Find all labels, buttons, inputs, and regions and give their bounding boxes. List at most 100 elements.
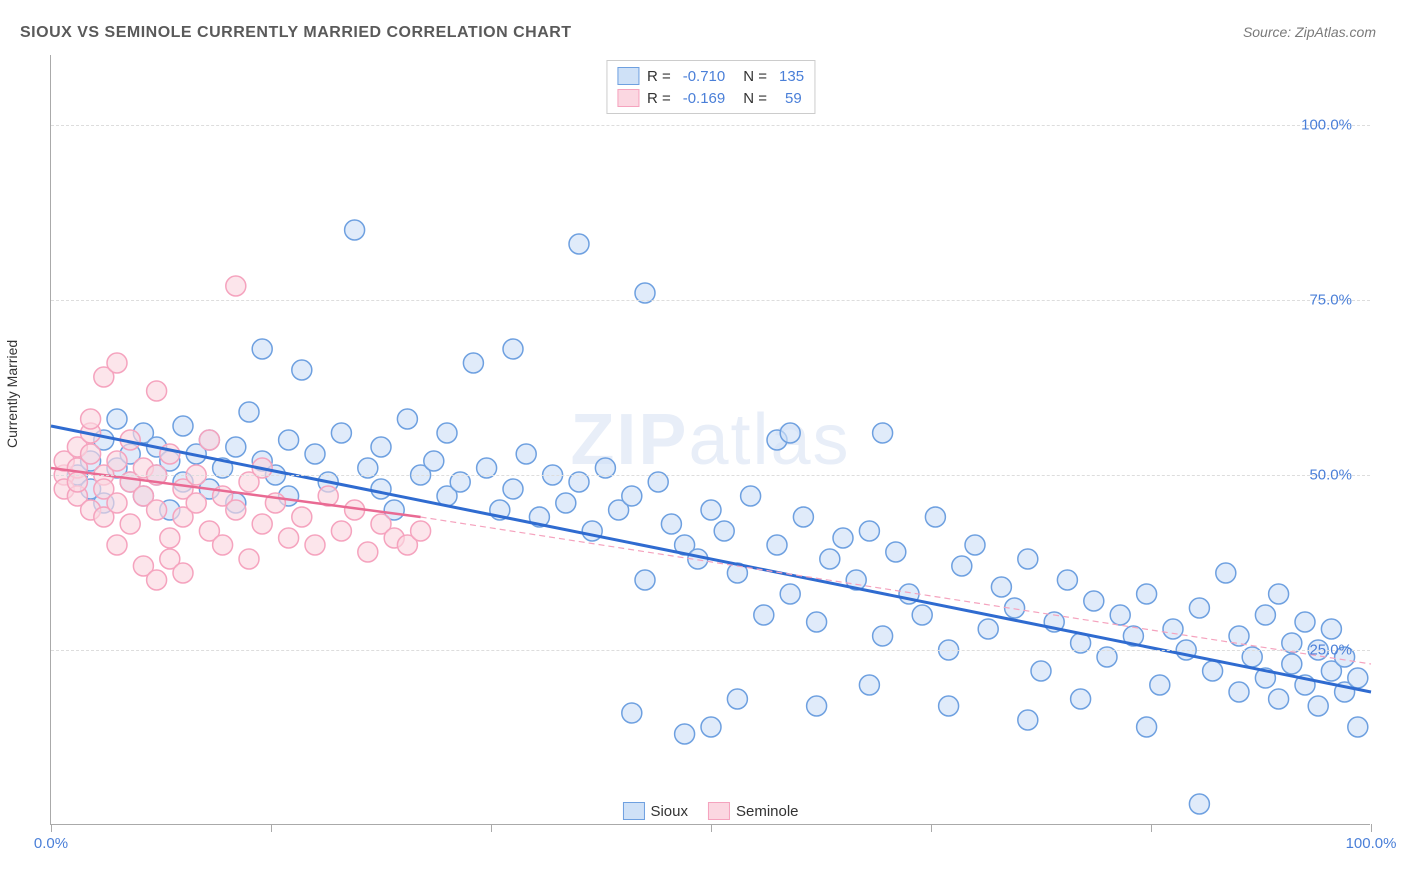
data-point-sioux xyxy=(226,437,246,457)
chart-title: SIOUX VS SEMINOLE CURRENTLY MARRIED CORR… xyxy=(20,24,572,42)
data-point-sioux xyxy=(1189,598,1209,618)
data-point-sioux xyxy=(331,423,351,443)
data-point-seminole xyxy=(107,493,127,513)
data-point-sioux xyxy=(859,521,879,541)
data-point-sioux xyxy=(741,486,761,506)
y-tick-label: 75.0% xyxy=(1309,292,1352,309)
data-point-seminole xyxy=(147,381,167,401)
x-tick xyxy=(711,824,712,832)
data-point-sioux xyxy=(292,360,312,380)
data-point-sioux xyxy=(807,612,827,632)
data-point-sioux xyxy=(675,724,695,744)
data-point-sioux xyxy=(886,542,906,562)
sioux-r-value: -0.710 xyxy=(683,68,726,85)
data-point-sioux xyxy=(503,479,523,499)
data-point-sioux xyxy=(239,402,259,422)
data-point-sioux xyxy=(556,493,576,513)
data-point-sioux xyxy=(991,577,1011,597)
gridline xyxy=(51,300,1370,301)
sioux-label: Sioux xyxy=(650,803,688,820)
swatch-sioux xyxy=(617,67,639,85)
data-point-sioux xyxy=(793,507,813,527)
data-point-sioux xyxy=(807,696,827,716)
data-point-seminole xyxy=(120,514,140,534)
data-point-seminole xyxy=(358,542,378,562)
series-legend: Sioux Seminole xyxy=(622,802,798,820)
x-tick xyxy=(51,824,52,832)
data-point-sioux xyxy=(1057,570,1077,590)
data-point-sioux xyxy=(965,535,985,555)
data-point-sioux xyxy=(873,626,893,646)
correlation-legend: R = -0.710 N = 135 R = -0.169 N = 59 xyxy=(606,60,815,114)
data-point-sioux xyxy=(767,535,787,555)
data-point-sioux xyxy=(503,339,523,359)
data-point-sioux xyxy=(701,500,721,520)
data-point-sioux xyxy=(516,444,536,464)
data-point-sioux xyxy=(714,521,734,541)
data-point-seminole xyxy=(411,521,431,541)
scatter-svg xyxy=(51,55,1370,824)
data-point-seminole xyxy=(107,353,127,373)
r-label: R = xyxy=(647,68,671,85)
swatch-sioux-icon xyxy=(622,802,644,820)
swatch-seminole xyxy=(617,89,639,107)
data-point-sioux xyxy=(754,605,774,625)
x-tick xyxy=(931,824,932,832)
x-tick xyxy=(1371,824,1372,832)
data-point-sioux xyxy=(727,689,747,709)
data-point-seminole xyxy=(292,507,312,527)
x-tick-label-left: 0.0% xyxy=(34,835,68,852)
data-point-sioux xyxy=(661,514,681,534)
data-point-sioux xyxy=(1189,794,1209,814)
data-point-sioux xyxy=(1018,710,1038,730)
data-point-sioux xyxy=(252,339,272,359)
data-point-sioux xyxy=(424,451,444,471)
data-point-sioux xyxy=(1282,654,1302,674)
data-point-seminole xyxy=(81,409,101,429)
data-point-sioux xyxy=(437,423,457,443)
gridline xyxy=(51,125,1370,126)
data-point-sioux xyxy=(939,696,959,716)
source-attribution: Source: ZipAtlas.com xyxy=(1243,24,1376,40)
data-point-sioux xyxy=(1071,689,1091,709)
data-point-sioux xyxy=(1110,605,1130,625)
data-point-seminole xyxy=(252,514,272,534)
seminole-n-value: 59 xyxy=(785,90,802,107)
data-point-seminole xyxy=(81,444,101,464)
x-tick xyxy=(1151,824,1152,832)
data-point-sioux xyxy=(635,570,655,590)
data-point-sioux xyxy=(463,353,483,373)
data-point-sioux xyxy=(1031,661,1051,681)
data-point-sioux xyxy=(1321,619,1341,639)
data-point-sioux xyxy=(1137,717,1157,737)
data-point-sioux xyxy=(1308,696,1328,716)
data-point-sioux xyxy=(912,605,932,625)
plot-area: ZIPatlas R = -0.710 N = 135 R = -0.169 N… xyxy=(50,55,1370,825)
swatch-seminole-icon xyxy=(708,802,730,820)
trendline-seminole-dashed xyxy=(421,517,1371,664)
data-point-sioux xyxy=(1018,549,1038,569)
data-point-sioux xyxy=(305,444,325,464)
x-tick xyxy=(271,824,272,832)
data-point-sioux xyxy=(173,416,193,436)
data-point-sioux xyxy=(1137,584,1157,604)
data-point-seminole xyxy=(107,451,127,471)
data-point-seminole xyxy=(331,521,351,541)
data-point-seminole xyxy=(160,528,180,548)
data-point-sioux xyxy=(1269,689,1289,709)
data-point-sioux xyxy=(1269,584,1289,604)
data-point-sioux xyxy=(397,409,417,429)
data-point-sioux xyxy=(925,507,945,527)
x-tick-label-right: 100.0% xyxy=(1346,835,1397,852)
y-tick-label: 25.0% xyxy=(1309,642,1352,659)
y-axis-label: Currently Married xyxy=(4,340,20,448)
data-point-sioux xyxy=(1084,591,1104,611)
data-point-sioux xyxy=(622,703,642,723)
data-point-sioux xyxy=(1216,563,1236,583)
data-point-sioux xyxy=(820,549,840,569)
data-point-sioux xyxy=(371,479,391,499)
legend-item-sioux: Sioux xyxy=(622,802,688,820)
data-point-seminole xyxy=(305,535,325,555)
legend-row-sioux: R = -0.710 N = 135 xyxy=(617,65,804,87)
data-point-seminole xyxy=(279,528,299,548)
